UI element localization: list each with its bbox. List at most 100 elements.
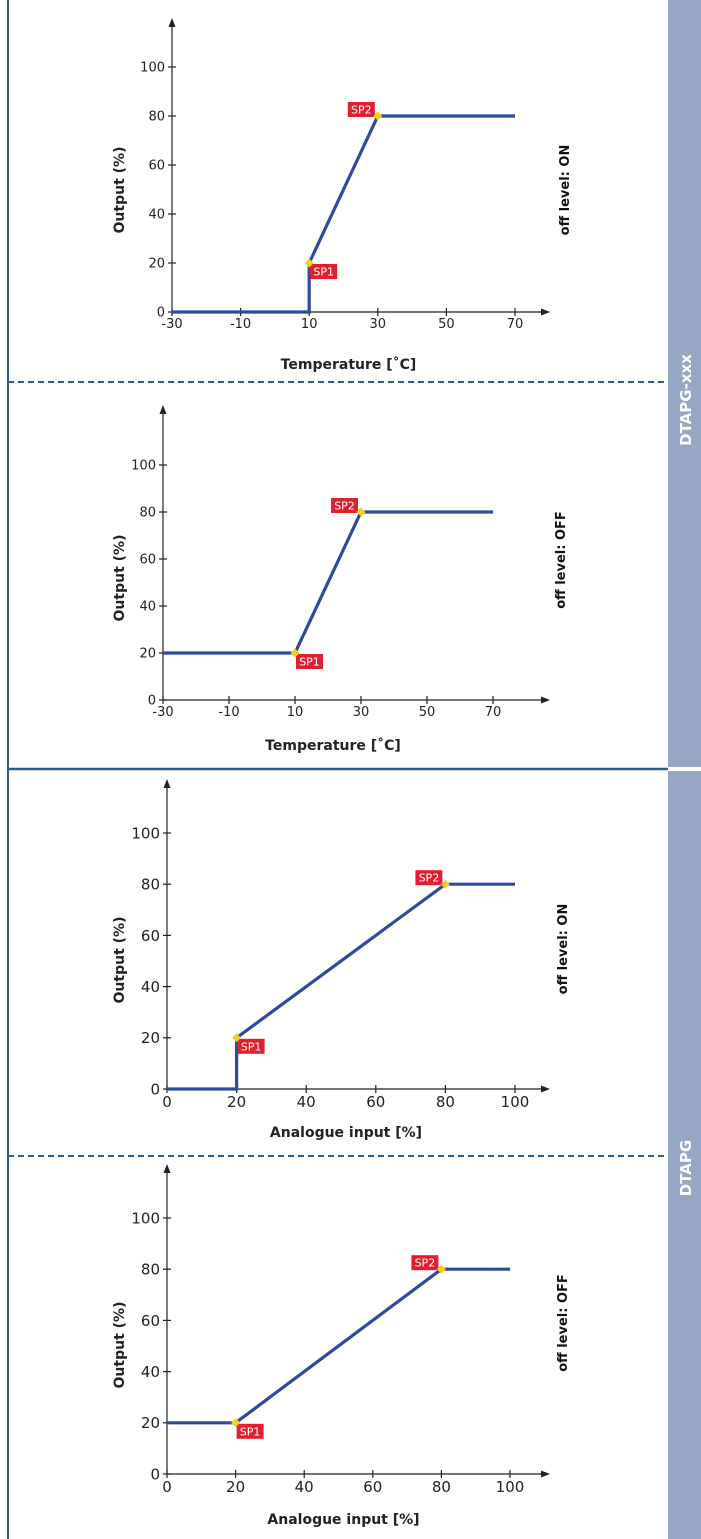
y-tick-label: 40 [141,1363,160,1381]
setpoint-label: SP1 [241,1040,262,1053]
x-tick-label: 70 [485,705,502,720]
side-band-dtapg-xxx [668,0,701,767]
setpoint-label: SP1 [240,1425,261,1438]
y-axis-title: Output (%) [112,147,128,234]
y-tick-label: 60 [148,159,165,174]
x-tick-label: 70 [507,317,524,332]
x-axis-arrow [541,308,550,316]
setpoint-marker [290,648,300,658]
x-tick-label: 50 [419,705,436,720]
chart-1: 0 20 40 60 80 100 -30 -10 10 30 50 70 Temperature [˚… [112,18,573,373]
y-tick-label: 20 [141,1029,160,1047]
setpoint-box [237,1038,265,1054]
setpoint-marker [356,507,366,517]
x-tick-label: 30 [353,705,370,720]
off-level-label: off level: ON [556,904,571,995]
side-band-dtapg [668,771,701,1539]
y-tick-label: 40 [148,208,165,223]
x-axis-title: Analogue input [%] [267,1512,419,1528]
x-tick-label: -30 [152,705,173,720]
y-tick-label: 80 [141,876,160,894]
setpoint-marker [440,879,450,889]
output-series-line [163,510,493,655]
y-axis-arrow [159,405,167,414]
x-tick-label: 20 [227,1093,246,1111]
setpoint-box [415,870,443,886]
x-axis-arrow [541,1470,550,1478]
setpoint-label: SP1 [299,656,320,669]
y-axis-arrow [163,1164,171,1173]
setpoint-label: SP1 [313,266,334,279]
y-axis-arrow [163,779,171,788]
y-tick-label: 0 [148,694,156,709]
setpoint-label: SP2 [351,104,372,117]
y-tick-label: 20 [141,1414,160,1432]
y-axis-arrow [168,18,176,27]
setpoint-box [347,102,375,117]
x-tick-label: -10 [230,317,251,332]
x-tick-label: -10 [218,705,239,720]
y-tick-label: 80 [139,506,156,521]
y-tick-label: 80 [141,1261,160,1279]
setpoint-box [331,498,358,513]
output-series-line [172,114,515,314]
y-axis-title: Output (%) [112,917,128,1004]
side-band-label-dtapg-xxx: DTAPG-xxx [677,354,695,446]
x-tick-label: 0 [162,1478,172,1496]
setpoint-marker [232,1033,242,1043]
setpoint-marker [304,258,314,268]
y-tick-label: 60 [141,1312,160,1330]
setpoint-label: SP2 [334,500,355,513]
side-band-label-dtapg: DTAPG [677,1140,695,1196]
x-axis-arrow [541,1085,550,1093]
y-axis-title: Output (%) [112,1302,128,1389]
x-axis-title: Temperature [˚C] [281,356,417,373]
y-tick-label: 80 [148,110,165,125]
y-tick-label: 0 [150,1080,160,1098]
off-level-label: off level: OFF [556,1274,571,1372]
off-level-label: off level: OFF [554,511,569,609]
x-axis-title: Analogue input [%] [270,1125,422,1141]
output-series-line [167,882,515,1091]
x-tick-label: 10 [301,317,318,332]
setpoint-box [236,1423,264,1439]
x-tick-label: 60 [363,1478,382,1496]
chart-3: 0 20 40 60 80 100 0 20 40 60 80 100 Analogue input [… [112,779,571,1141]
x-tick-label: 10 [287,705,304,720]
x-tick-label: 0 [162,1093,172,1111]
y-tick-label: 40 [141,978,160,996]
frame-lines [7,0,668,1539]
y-tick-label: 20 [148,257,165,272]
y-tick-label: 0 [157,306,165,321]
x-tick-label: 60 [366,1093,385,1111]
x-tick-label: -30 [161,317,182,332]
x-tick-label: 20 [226,1478,245,1496]
setpoint-box [310,264,338,279]
y-tick-label: 100 [140,61,165,76]
y-tick-label: 0 [150,1465,160,1483]
setpoint-marker [373,111,383,121]
chart-2: 0 20 40 60 80 100 -30 -10 10 30 50 70 Temperature [˚… [112,405,569,754]
x-tick-label: 40 [295,1478,314,1496]
setpoint-marker [231,1418,241,1428]
y-tick-label: 100 [131,1209,160,1227]
x-tick-label: 30 [370,317,387,332]
x-axis-title: Temperature [˚C] [265,737,401,754]
y-axis-title: Output (%) [112,535,128,622]
x-tick-label: 50 [438,317,455,332]
output-series-line [167,1267,510,1425]
y-tick-label: 40 [139,600,156,615]
y-tick-label: 100 [131,459,156,474]
y-tick-label: 20 [139,647,156,662]
y-tick-label: 60 [139,553,156,568]
setpoint-label: SP2 [419,872,440,885]
x-tick-label: 100 [496,1478,525,1496]
x-tick-label: 80 [432,1478,451,1496]
setpoint-box [296,654,323,669]
x-tick-label: 80 [436,1093,455,1111]
off-level-label: off level: ON [558,145,573,236]
side-bands: DTAPG-xxx DTAPG [668,0,701,1539]
y-tick-label: 60 [141,927,160,945]
